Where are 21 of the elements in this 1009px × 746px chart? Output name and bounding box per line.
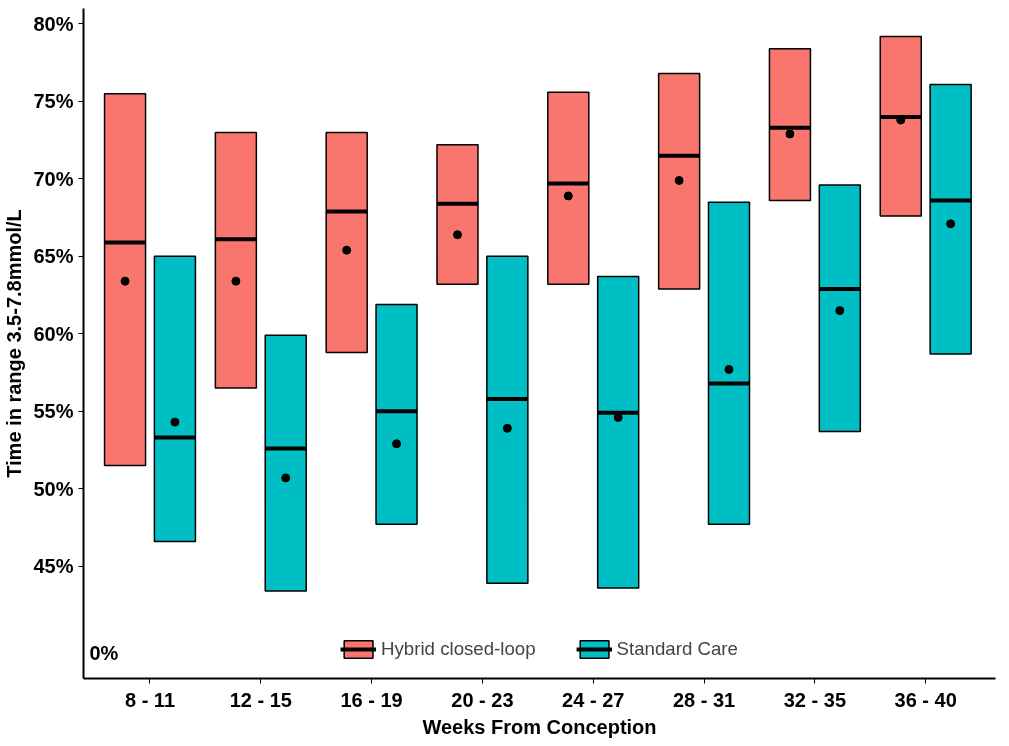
legend-label: Hybrid closed-loop [381, 638, 536, 660]
y-tick-label: 55% [33, 400, 74, 423]
x-tick-label: 36 - 40 [894, 688, 957, 711]
y-tick-label: 45% [33, 555, 74, 578]
legend-label: Standard Care [616, 638, 738, 660]
x-tick-label: 28 - 31 [672, 688, 736, 711]
x-tick-label: 32 - 35 [783, 688, 847, 711]
y-axis-title: Time in range 3.5-7.8mmol/L [3, 209, 26, 478]
y-tick-label: 65% [33, 245, 74, 268]
x-tick-label: 24 - 27 [562, 688, 625, 711]
x-tick-label: 8 - 11 [124, 688, 176, 711]
y-tick-label: 80% [33, 12, 74, 35]
y-tick-label: 75% [33, 90, 74, 113]
x-tick-label: 12 - 15 [229, 688, 292, 711]
y-tick-label: 70% [33, 167, 74, 190]
y-tick-label: 50% [33, 477, 74, 500]
x-axis-title: Weeks From Conception [422, 715, 657, 738]
annotation: 0% [89, 641, 119, 664]
x-tick-label: 16 - 19 [340, 688, 403, 711]
y-tick-label: 60% [33, 322, 74, 345]
x-tick-label: 20 - 23 [451, 688, 514, 711]
